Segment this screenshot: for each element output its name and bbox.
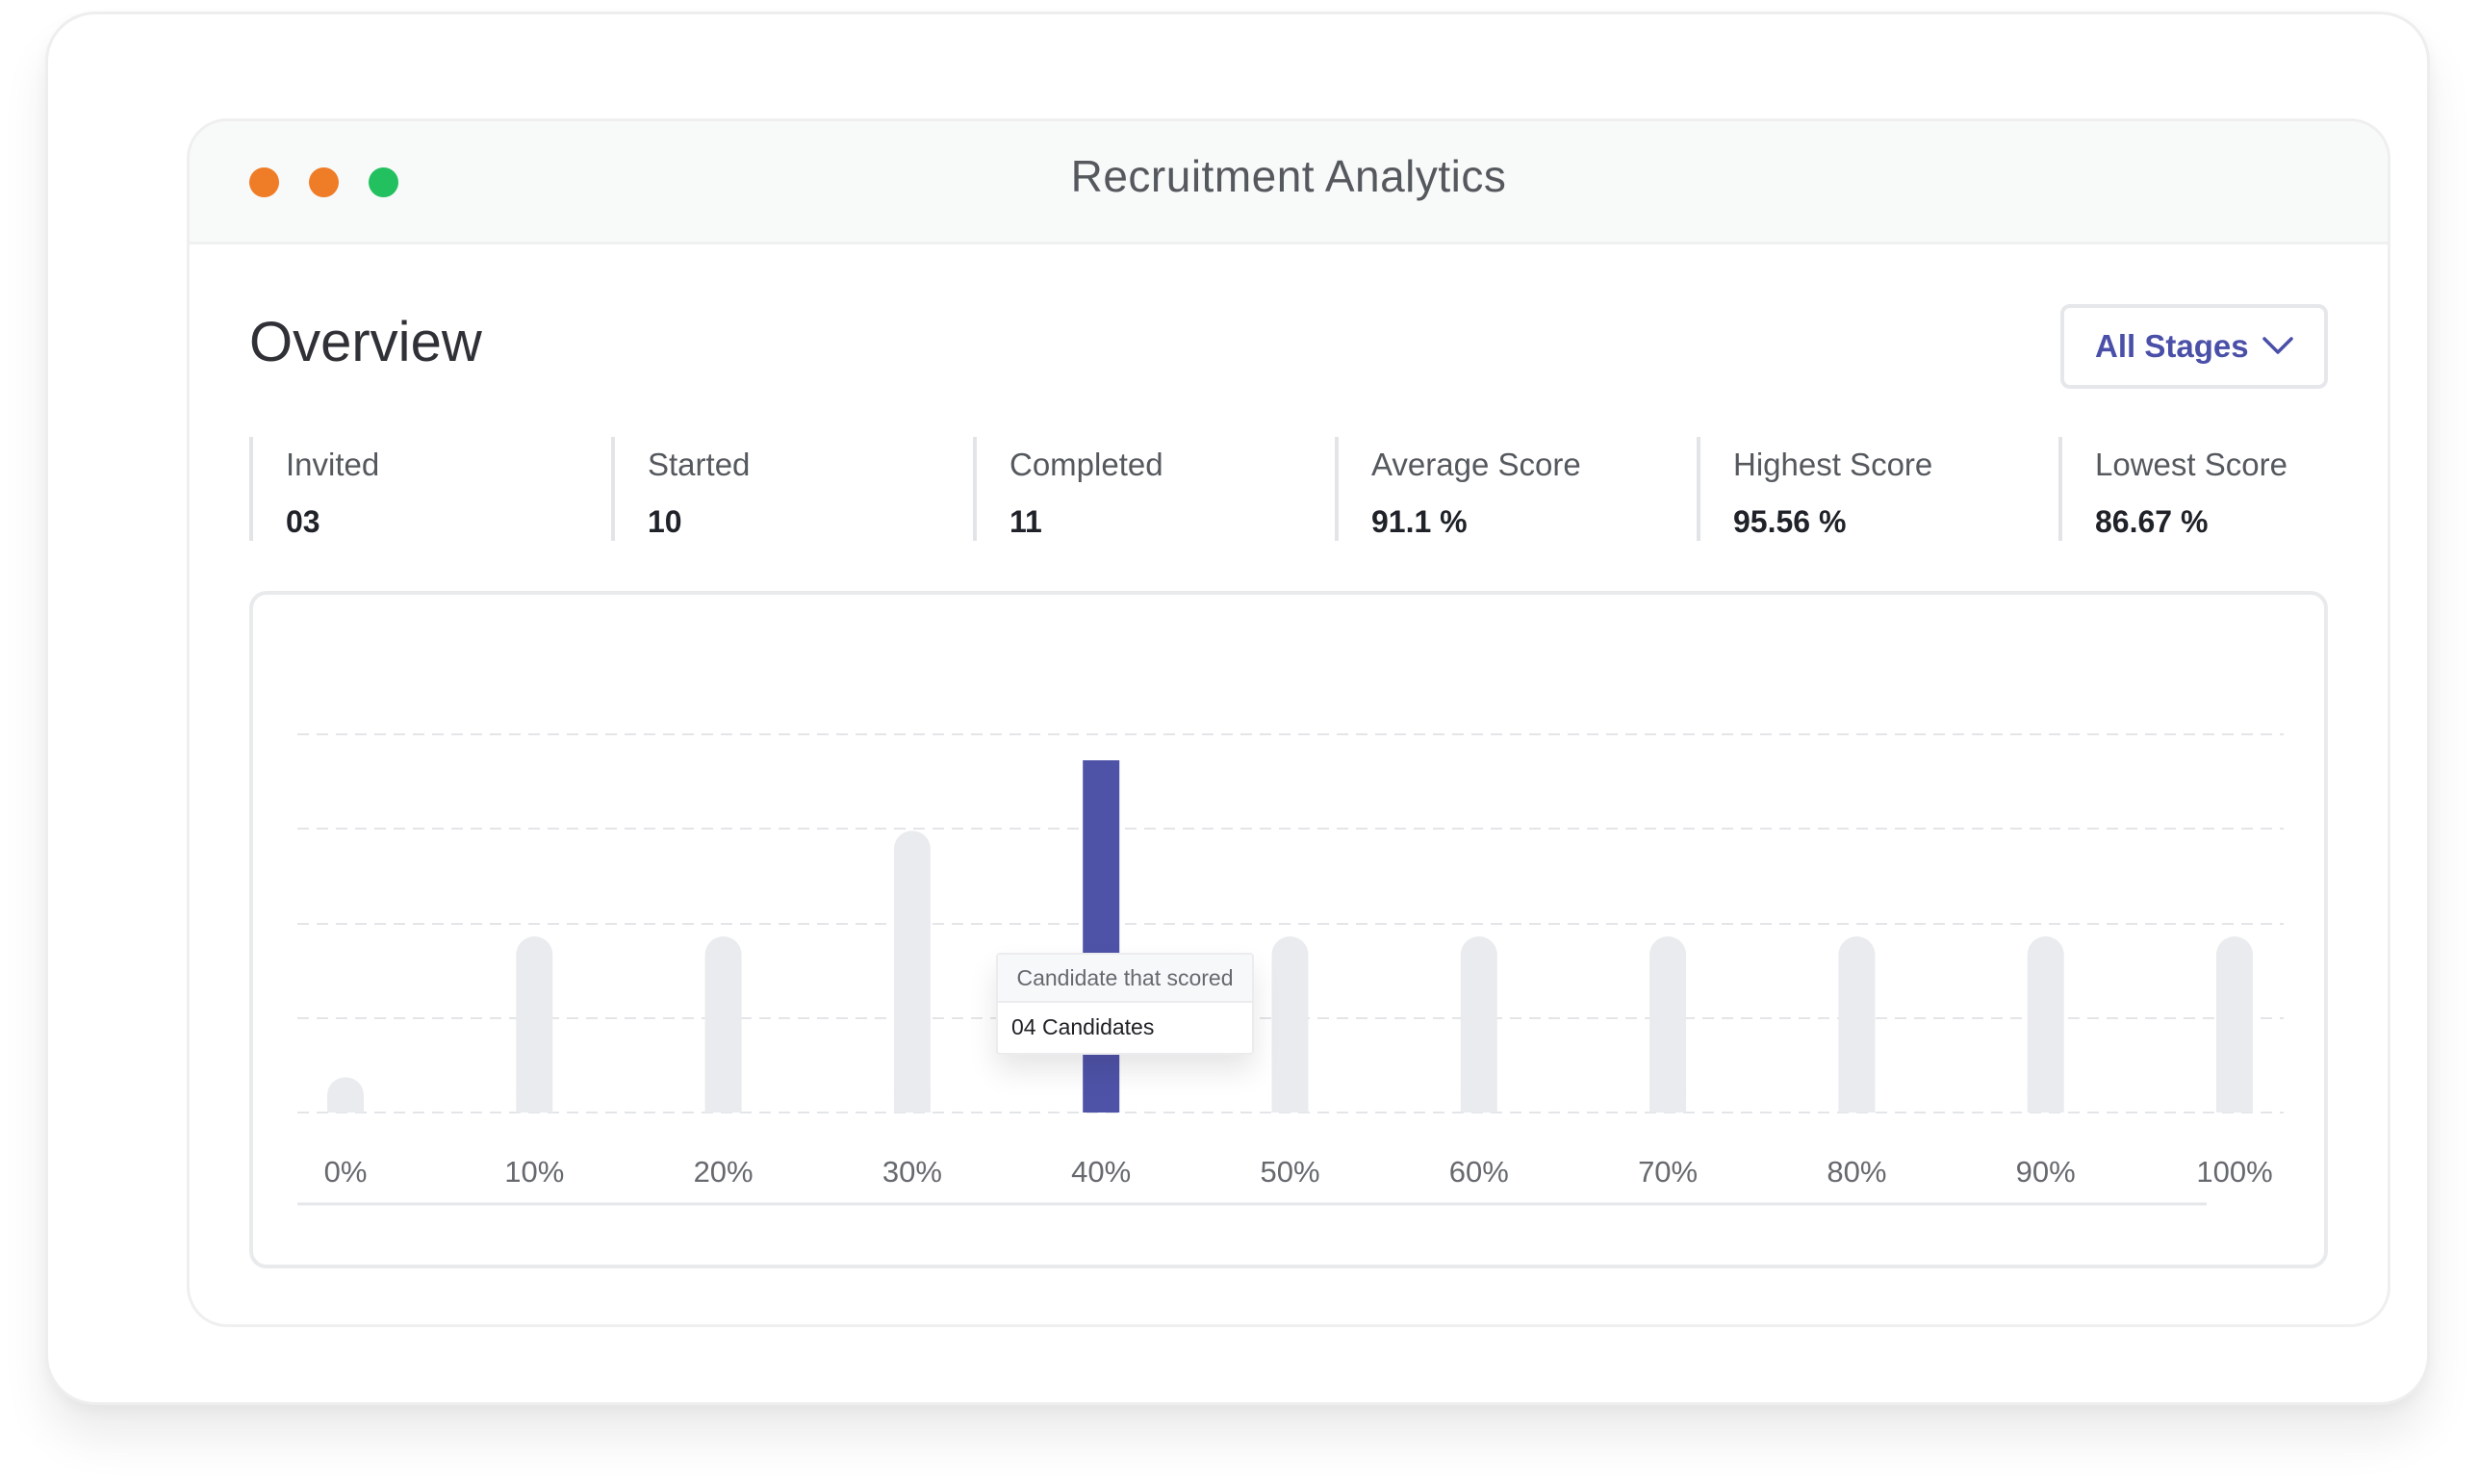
x-tick-label: 100% [2196,1155,2272,1189]
chart-svg: 0% 10% 20% 30% 40% 50% 60% 70% 80% 90% 100% [297,733,2284,1206]
stat-lowest-score: Lowest Score 86.67 % [2058,437,2388,541]
stat-label: Invited [286,447,380,482]
stat-label: Lowest Score [2095,447,2287,482]
bar[interactable] [327,1077,364,1113]
stat-average-score: Average Score 91.1 % [1335,437,1697,541]
page-title: Overview [249,311,482,373]
title-bar: Recruitment Analytics [190,121,2388,244]
x-tick-label: 10% [504,1155,564,1189]
chevron-down-icon [2262,337,2293,354]
bar-highlighted[interactable] [1083,760,1120,1113]
score-distribution-chart: 0% 10% 20% 30% 40% 50% 60% 70% 80% 90% 100% Candid… [249,591,2328,1268]
stat-value: 95.56 % [1733,504,1847,539]
stats-row: Invited 03 Started 10 Completed 11 Avera… [249,437,2328,541]
x-tick-label: 30% [882,1155,942,1189]
stat-completed: Completed 11 [973,437,1335,541]
bar[interactable] [1649,936,1687,1113]
x-tick-label: 40% [1071,1155,1131,1189]
outer-card: Recruitment Analytics Overview All Stage… [45,12,2430,1405]
app-window: Recruitment Analytics Overview All Stage… [187,118,2390,1327]
x-tick-label: 50% [1260,1155,1319,1189]
bar[interactable] [1838,936,1876,1113]
stage-filter-label: All Stages [2095,328,2249,364]
x-tick-label: 20% [694,1155,754,1189]
tooltip-title: Candidate that scored [998,955,1252,1003]
x-tick-label: 90% [2016,1155,2076,1189]
x-tick-label: 80% [1827,1155,1886,1189]
bar[interactable] [1271,936,1309,1113]
stat-label: Started [648,447,751,482]
stage-filter-dropdown[interactable]: All Stages [2060,304,2328,389]
window-title: Recruitment Analytics [1070,151,1507,201]
bar[interactable] [2027,936,2064,1113]
stat-label: Highest Score [1733,447,1933,482]
close-window-dot[interactable] [249,167,279,197]
bar[interactable] [1460,936,1497,1113]
stat-value: 11 [1009,504,1042,539]
stat-value: 10 [648,504,682,539]
x-tick-label: 0% [324,1155,368,1189]
stat-value: 91.1 % [1371,504,1468,539]
stat-value: 86.67 % [2095,504,2209,539]
bar[interactable] [704,936,742,1113]
chart-tooltip: Candidate that scored 04 Candidates [996,953,1254,1055]
bar[interactable] [2216,936,2253,1113]
stat-value: 03 [286,504,320,539]
bar[interactable] [516,936,553,1113]
tooltip-value: 04 Candidates [1011,1014,1155,1039]
minimize-window-dot[interactable] [309,167,339,197]
stat-highest-score: Highest Score 95.56 % [1697,437,2058,541]
x-tick-label: 60% [1449,1155,1509,1189]
stat-label: Completed [1009,447,1163,482]
stat-started: Started 10 [611,437,973,541]
stat-invited: Invited 03 [249,437,611,541]
maximize-window-dot[interactable] [369,167,398,197]
stat-label: Average Score [1371,447,1581,482]
bar[interactable] [893,831,931,1113]
x-tick-label: 70% [1638,1155,1698,1189]
